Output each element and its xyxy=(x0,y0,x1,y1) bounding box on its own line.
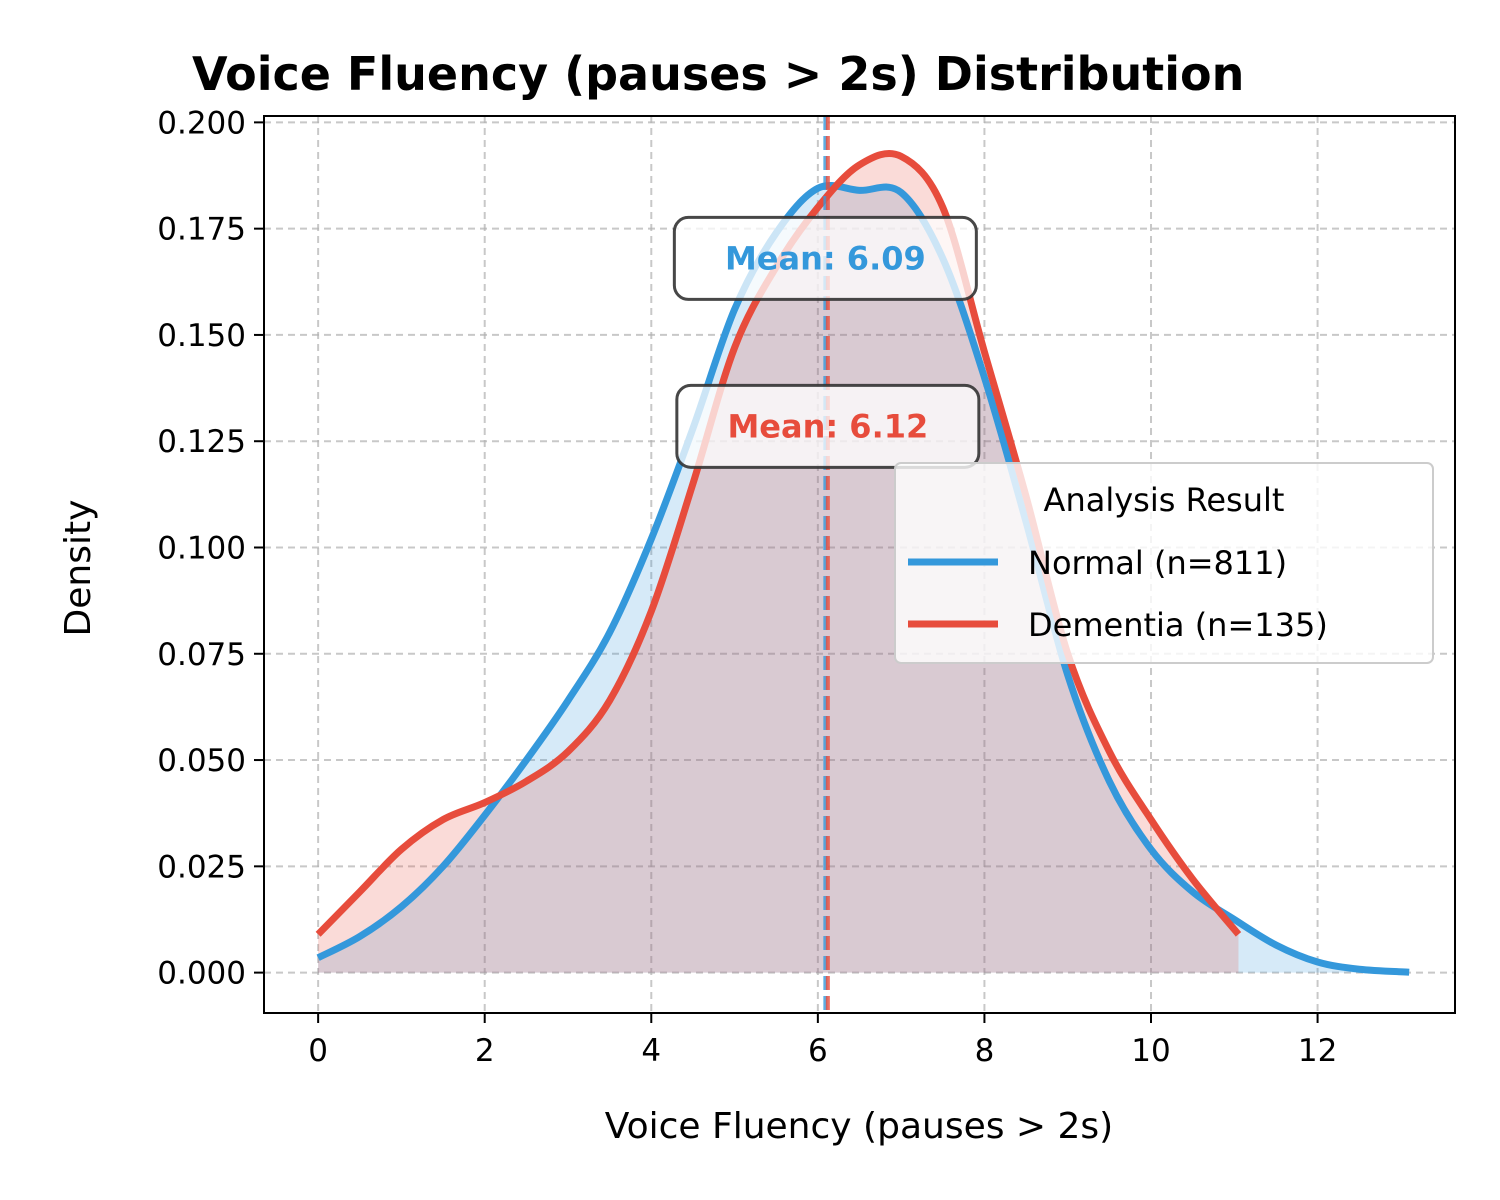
chart-title: Voice Fluency (pauses > 2s) Distribution xyxy=(192,47,1244,101)
y-tick-label: 0.075 xyxy=(157,637,246,673)
y-tick-label: 0.200 xyxy=(157,105,246,141)
y-axis-label: Density xyxy=(58,500,99,637)
gridlines xyxy=(264,116,1455,1013)
x-ticks: 0 2 4 6 8 10 12 xyxy=(308,1013,1337,1069)
dementia-mean-label-box xyxy=(675,383,981,469)
normal-density-line xyxy=(316,182,1410,976)
x-tick-label: 4 xyxy=(641,1033,661,1069)
legend-items: Normal (n=811) Dementia (n=135) xyxy=(908,544,1328,644)
normal-mean-label-box xyxy=(672,215,978,301)
y-tick-label: 0.125 xyxy=(157,424,246,460)
x-tick-label: 0 xyxy=(308,1033,328,1069)
mean-annotations: Mean: 6.09 Mean: 6.12 xyxy=(672,215,981,469)
x-tick-label: 8 xyxy=(975,1033,995,1069)
dementia-legend-label: Dementia (n=135) xyxy=(1028,606,1328,644)
y-ticks: 0.000 0.025 0.050 0.075 0.100 0.125 0.150 0.175… xyxy=(157,105,264,992)
x-tick-label: 12 xyxy=(1298,1033,1337,1069)
y-tick-label: 0.050 xyxy=(157,743,246,779)
x-tick-label: 6 xyxy=(808,1033,828,1069)
x-tick-label: 2 xyxy=(475,1033,495,1069)
dementia-mean-label: Mean: 6.12 xyxy=(727,407,928,445)
x-axis-label: Voice Fluency (pauses > 2s) xyxy=(605,1106,1113,1147)
normal-density-fill xyxy=(318,185,1410,973)
plot-frame xyxy=(263,115,1456,1014)
legend: Analysis Result Normal (n=811) Dementia (… xyxy=(894,462,1434,664)
y-tick-label: 0.025 xyxy=(157,849,246,885)
y-tick-label: 0.000 xyxy=(157,956,246,992)
normal-legend-label: Normal (n=811) xyxy=(1028,544,1287,582)
normal-mean-label: Mean: 6.09 xyxy=(725,239,926,277)
y-tick-label: 0.175 xyxy=(157,212,246,248)
y-tick-label: 0.100 xyxy=(157,530,246,566)
x-tick-label: 10 xyxy=(1131,1033,1170,1069)
legend-title: Analysis Result xyxy=(1044,481,1285,519)
y-tick-label: 0.150 xyxy=(157,318,246,354)
legend-box xyxy=(894,462,1434,664)
